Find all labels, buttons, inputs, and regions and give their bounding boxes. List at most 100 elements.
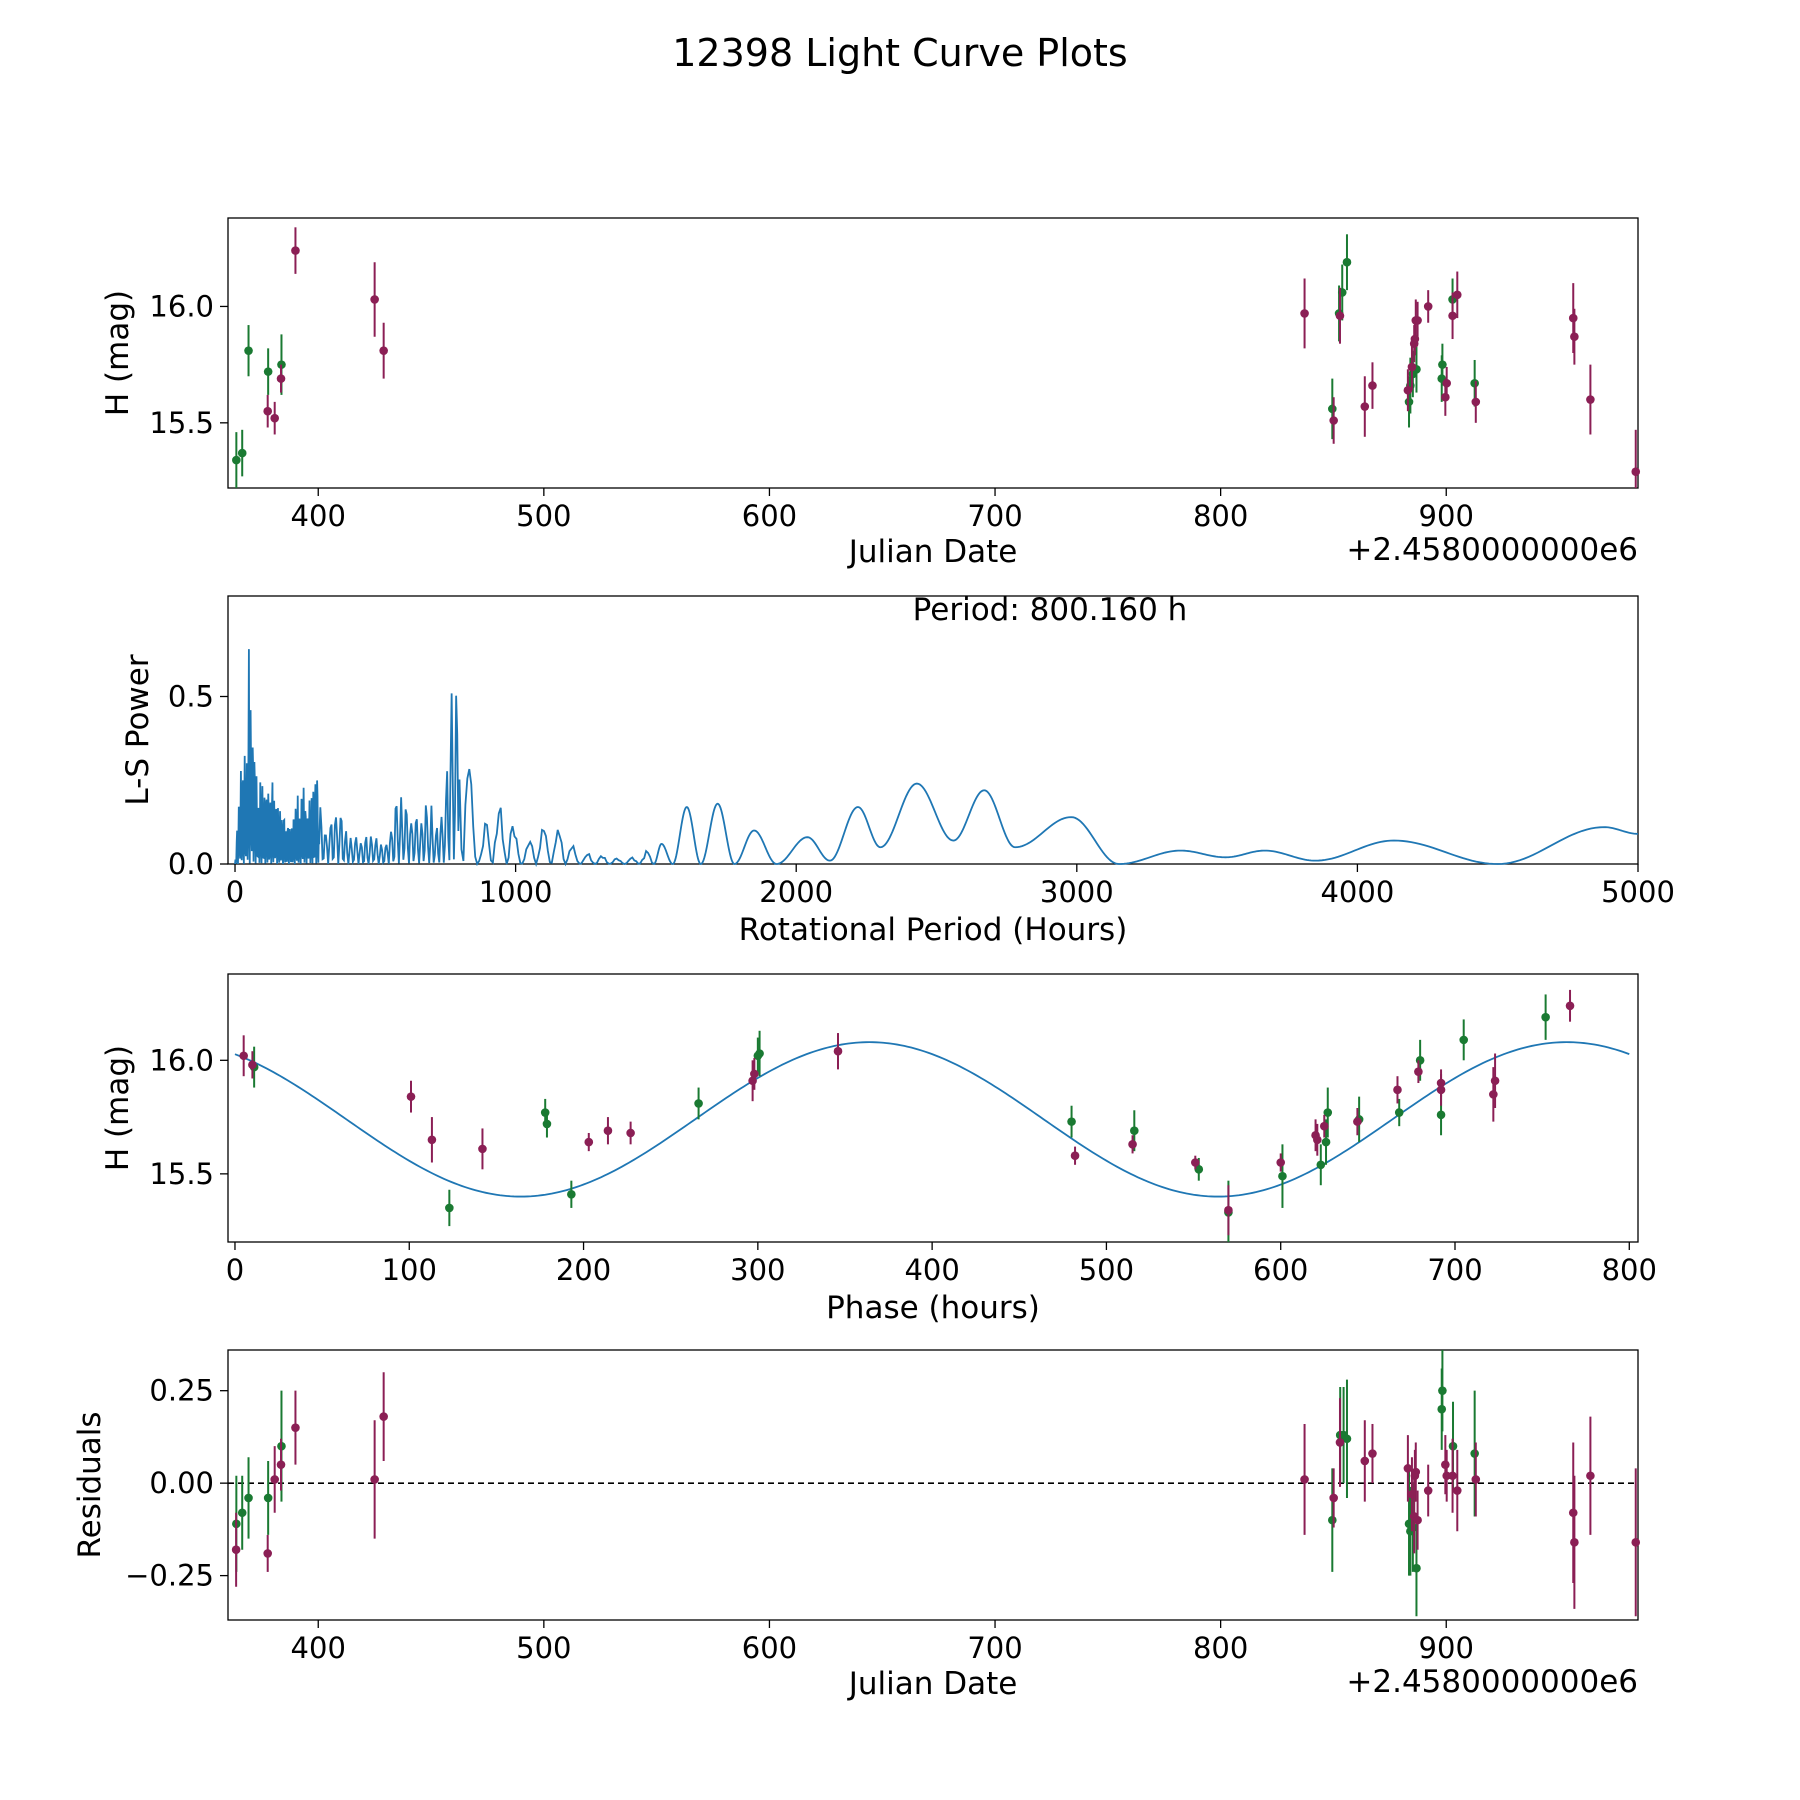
data-point-maroon [1393, 1085, 1402, 1095]
data-point-maroon [1300, 1475, 1309, 1484]
data-point-maroon [1452, 1486, 1462, 1495]
plot-area [227, 1349, 1639, 1621]
x-axis-label: Phase (hours) [826, 1290, 1040, 1326]
data-point-maroon [248, 1060, 257, 1070]
data-point-green [1437, 1404, 1447, 1414]
data-point-maroon [239, 1051, 248, 1061]
figure-title: 12398 Light Curve Plots [672, 31, 1127, 75]
data-point-green [1394, 1108, 1404, 1117]
data-point-maroon [1452, 290, 1462, 300]
data-point-maroon [379, 346, 388, 355]
data-point-maroon [1410, 1471, 1420, 1481]
x-tick-label: 4000 [1320, 875, 1394, 909]
data-point-maroon [1471, 1475, 1481, 1484]
data-point-green [1459, 1035, 1469, 1045]
y-axis-label: H (mag) [100, 1045, 136, 1171]
x-tick-label: 600 [1253, 1253, 1308, 1287]
data-point-maroon [1191, 1158, 1200, 1167]
x-tick-label: 600 [742, 499, 797, 533]
data-point-maroon [1070, 1151, 1080, 1160]
marks [228, 1350, 1641, 1617]
data-point-maroon [1441, 1460, 1450, 1469]
data-point-maroon [603, 1126, 613, 1136]
data-point-maroon [584, 1137, 594, 1147]
data-point-maroon [626, 1128, 635, 1138]
data-point-maroon [1319, 1121, 1329, 1131]
x-tick-label: 1000 [479, 875, 553, 909]
data-point-green [1328, 404, 1337, 414]
x-ticks: 0 1000 2000 3000 4000 5000 [226, 864, 1675, 909]
y-ticks: 15.5 16.0 [149, 289, 228, 440]
data-point-maroon [1335, 311, 1345, 321]
data-point-maroon [1631, 1538, 1641, 1547]
x-tick-label: 0 [226, 875, 244, 909]
data-point-maroon [370, 1475, 379, 1484]
data-point-green [237, 1508, 247, 1518]
data-point-green [1316, 1160, 1326, 1170]
data-point-maroon [1300, 309, 1309, 318]
data-point-maroon [1335, 1438, 1345, 1447]
marks [232, 227, 1641, 488]
data-point-maroon [1586, 1471, 1595, 1481]
x-tick-label: 100 [382, 1253, 437, 1287]
data-point-maroon [1489, 1090, 1498, 1099]
x-ticks: 0 100 200 300 400 500 600 700 800 [226, 1242, 1657, 1287]
x-offset-label: +2.4580000000e6 [1346, 1664, 1638, 1700]
x-tick-label: 3000 [1040, 875, 1114, 909]
panel-residuals: 400 500 600 700 800 900 −0.25 0.00 0.25 Julian … [72, 1349, 1641, 1702]
data-point-green [263, 1493, 273, 1503]
data-point-maroon [1410, 334, 1420, 344]
plot-area [227, 595, 1639, 865]
model-fit-curve [234, 1041, 1630, 1198]
data-point-maroon [478, 1144, 487, 1154]
y-ticks: 15.5 16.0 [149, 1043, 228, 1191]
data-point-green [1415, 1056, 1425, 1065]
y-axis-label: L-S Power [120, 654, 156, 805]
data-point-maroon [1413, 316, 1422, 325]
data-point-green [1278, 1171, 1287, 1181]
y-tick-label: 0.25 [149, 1374, 214, 1408]
x-tick-label: 500 [1079, 1253, 1134, 1287]
x-tick-label: 0 [226, 1253, 244, 1287]
data-point-green [567, 1190, 576, 1199]
data-point-green [1323, 1108, 1333, 1117]
data-point-maroon [370, 295, 379, 304]
data-point-green [1067, 1117, 1076, 1126]
x-tick-label: 700 [967, 499, 1022, 533]
panel-phase-folded: 0 100 200 300 400 500 600 700 800 15.5 16.0 Phase… [100, 973, 1657, 1326]
x-tick-label: 400 [291, 499, 346, 533]
data-point-maroon [1353, 1117, 1362, 1126]
data-point-green [1470, 1449, 1479, 1458]
data-point-green [232, 455, 241, 465]
data-point-maroon [1448, 1471, 1457, 1481]
data-point-green [1342, 1434, 1352, 1444]
y-ticks: −0.25 0.00 0.25 [125, 1374, 228, 1593]
periodogram-line [234, 649, 1639, 868]
x-tick-label: 400 [291, 1631, 346, 1665]
y-tick-label: 0.5 [168, 680, 214, 714]
data-point-maroon [1448, 311, 1457, 321]
x-axis-label: Julian Date [847, 534, 1018, 570]
y-tick-label: 16.0 [149, 289, 214, 323]
data-point-maroon [1423, 1486, 1433, 1495]
y-axis-label: Residuals [72, 1411, 108, 1558]
data-point-maroon [1403, 385, 1413, 395]
y-tick-label: −0.25 [125, 1559, 214, 1593]
data-point-maroon [1570, 1538, 1579, 1547]
panel-periodogram: 0 1000 2000 3000 4000 5000 0.0 0.5 Period: 800… [120, 592, 1675, 948]
y-tick-label: 15.5 [149, 1157, 214, 1191]
x-axis-label: Rotational Period (Hours) [739, 912, 1128, 948]
data-point-maroon [1436, 1078, 1446, 1088]
data-point-green [1130, 1126, 1139, 1136]
data-point-maroon [1565, 1001, 1575, 1011]
data-point-maroon [1368, 381, 1377, 390]
data-point-maroon [1407, 362, 1417, 372]
x-tick-label: 400 [904, 1253, 959, 1287]
y-tick-label: 15.5 [149, 406, 214, 440]
data-point-maroon [1568, 1508, 1578, 1518]
y-tick-label: 16.0 [149, 1043, 214, 1077]
y-axis-label: H (mag) [100, 290, 136, 416]
x-tick-label: 500 [516, 499, 571, 533]
x-tick-label: 800 [1193, 499, 1248, 533]
